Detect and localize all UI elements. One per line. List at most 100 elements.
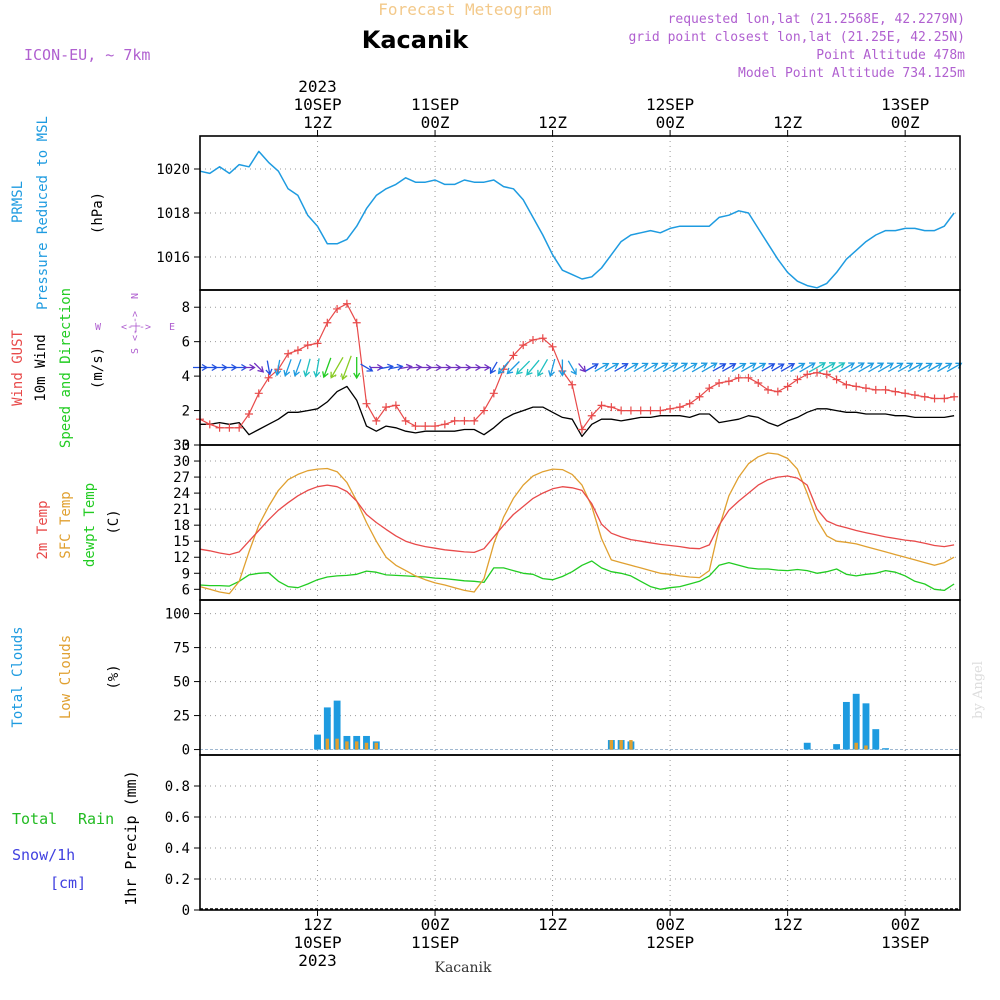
- wind-arrow: [818, 362, 836, 373]
- gust-marker: [421, 422, 430, 431]
- wind-arrow: [771, 363, 785, 372]
- gust-marker: [617, 406, 626, 415]
- wind-unit: (m/s): [90, 347, 106, 389]
- gust-marker: [431, 422, 440, 431]
- wind-arrow: [808, 362, 827, 373]
- top-time-label: 10SEP: [293, 95, 341, 114]
- wind-arrow: [623, 362, 639, 372]
- gust-marker: [391, 401, 400, 410]
- gust-marker: [891, 387, 900, 396]
- wind-arrow: [701, 362, 718, 373]
- bottom-time-label: 12Z: [538, 915, 567, 934]
- top-time-label: 00Z: [656, 113, 685, 132]
- temperature-legend: 2m Temp SFC Temp dewpt Temp (C): [35, 483, 122, 567]
- total-cloud-bar: [852, 693, 860, 750]
- legend-wind-gust: Wind GUST: [10, 330, 26, 406]
- gust-marker: [656, 406, 665, 415]
- gust-marker: [646, 406, 655, 415]
- total-cloud-bar: [842, 701, 850, 750]
- low-cloud-bar: [364, 742, 369, 750]
- gust-marker: [881, 385, 890, 394]
- wind-arrow: [489, 361, 498, 375]
- wind-arrow: [907, 362, 924, 373]
- gust-marker: [323, 318, 332, 327]
- wind-arrow: [604, 362, 620, 372]
- legend-speed-direction: Speed and Direction: [58, 288, 74, 448]
- wind-tick-label-0: 0: [182, 438, 190, 454]
- wind-arrow: [558, 359, 566, 377]
- gust-marker: [225, 423, 234, 432]
- wind-arrow: [322, 357, 332, 379]
- bottom-time-label: 00Z: [421, 915, 450, 934]
- wind-arrow: [567, 360, 577, 376]
- compass-w: W: [95, 322, 102, 333]
- wind-arrow: [790, 362, 806, 373]
- clouds-panel: [200, 693, 960, 751]
- wind-arrow: [585, 363, 599, 372]
- low-cloud-bar: [354, 741, 359, 750]
- top-time-label: 12Z: [303, 113, 332, 132]
- wind-arrow: [682, 362, 698, 373]
- wind-arrow: [253, 362, 265, 373]
- wind-gust-line: [199, 303, 955, 431]
- total-cloud-bar: [882, 748, 889, 750]
- wind-arrow: [780, 363, 796, 372]
- gust-marker: [480, 406, 489, 415]
- gust-marker: [577, 425, 586, 434]
- bottom-time-label: 13SEP: [881, 933, 929, 952]
- wind-tick-label-1: 2: [182, 404, 190, 420]
- wind-arrow: [799, 362, 816, 373]
- bottom-time-label: 12Z: [773, 915, 802, 934]
- gust-marker: [861, 384, 870, 393]
- total-cloud-bar: [833, 744, 841, 750]
- gust-marker: [773, 387, 782, 396]
- wind-arrow: [548, 358, 556, 378]
- gust-marker: [744, 373, 753, 382]
- temp-tick-label-2: 12: [173, 550, 190, 566]
- low-cloud-bar: [609, 740, 614, 750]
- wind-arrow: [340, 355, 352, 381]
- wind-arrow: [389, 363, 404, 371]
- wind-arrow: [526, 359, 540, 376]
- low-cloud-bar: [325, 738, 330, 750]
- temp-tick-label-4: 18: [173, 518, 190, 534]
- gust-marker: [313, 339, 322, 348]
- wind-arrow: [633, 362, 649, 373]
- top-time-label: 12Z: [773, 113, 802, 132]
- gust-marker: [940, 394, 949, 403]
- gust-marker: [920, 392, 929, 401]
- wind-tick-label-4: 8: [182, 300, 190, 316]
- compass-n: N: [130, 293, 141, 299]
- wind-arrow: [761, 363, 776, 372]
- gust-marker: [715, 379, 724, 387]
- bottom-time-label: 2023: [298, 951, 337, 970]
- wind-arrow: [643, 362, 659, 373]
- temp-tick-label-5: 21: [173, 502, 190, 518]
- bottom-time-label: 10SEP: [293, 933, 341, 952]
- wind-arrow: [828, 362, 846, 373]
- footer-station: Kacanik: [435, 960, 492, 976]
- gust-marker: [528, 335, 537, 344]
- bottom-time-label: 12Z: [303, 915, 332, 934]
- low-cloud-bar: [374, 742, 379, 750]
- wind-arrow: [691, 362, 708, 373]
- wind-speed-line: [200, 385, 955, 438]
- pressure-tick-label-1: 1018: [156, 206, 190, 222]
- gust-marker: [636, 406, 645, 415]
- legend-10m-wind: 10m Wind: [33, 334, 49, 401]
- wind-arrow: [858, 362, 875, 373]
- gust-marker: [333, 304, 342, 313]
- compass-e: E: [169, 322, 175, 333]
- total-cloud-bar: [862, 703, 870, 750]
- wind-arrow: [330, 356, 344, 379]
- wind-arrow: [722, 363, 737, 372]
- temp-tick-label-0: 6: [182, 582, 190, 598]
- gust-marker: [205, 420, 214, 429]
- gust-marker: [519, 341, 528, 350]
- precip-legend: Total Rain Snow/1h [cm] 1hr Precip (mm): [12, 770, 140, 905]
- model-label: ICON-EU, ~ 7km: [24, 46, 150, 64]
- bottom-time-label: 11SEP: [411, 933, 459, 952]
- gust-marker: [607, 403, 616, 412]
- wind-arrow: [937, 362, 953, 373]
- legend-rain: Rain: [78, 810, 114, 828]
